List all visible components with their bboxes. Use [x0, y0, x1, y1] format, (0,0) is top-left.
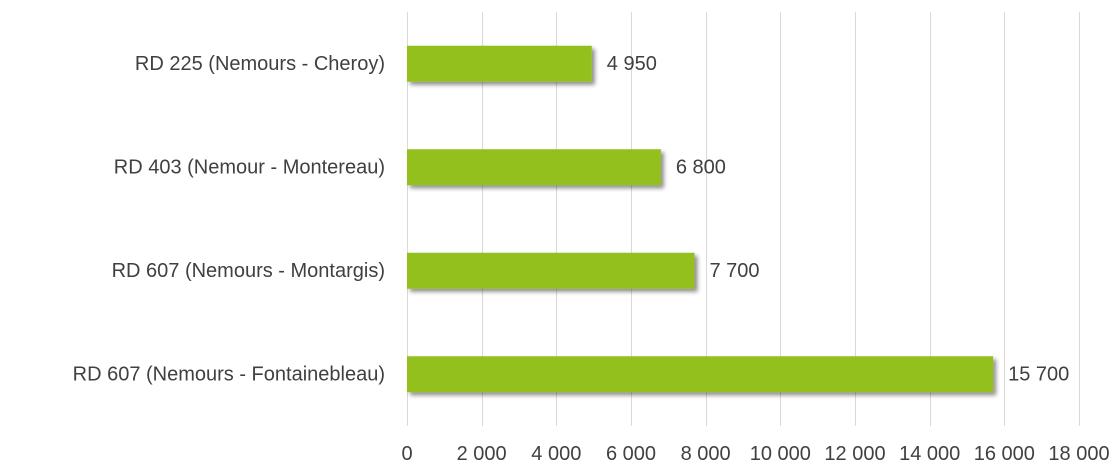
x-tick-label-2: 4 000 [531, 443, 581, 464]
x-tick-label-5: 10 000 [750, 443, 811, 464]
category-labels: RD 225 (Nemours - Cheroy) RD 403 (Nemour … [73, 53, 385, 386]
data-label-0: 4 950 [607, 53, 657, 75]
bar-2 [407, 252, 695, 289]
x-tick-label-0: 0 [401, 443, 412, 464]
category-label-0: RD 225 (Nemours - Cheroy) [135, 53, 385, 75]
x-tick-label-9: 18 000 [1048, 443, 1109, 464]
bar-1 [407, 149, 661, 186]
x-axis-tick-labels: 0 2 000 4 000 6 000 8 000 10 000 12 000 14 000 1… [401, 443, 1109, 465]
x-tick-label-3: 6 000 [606, 443, 656, 464]
category-label-1: RD 403 (Nemour - Montereau) [114, 156, 385, 178]
data-labels: 4 950 6 800 7 700 15 700 [607, 53, 1070, 386]
category-label-2: RD 607 (Nemours - Montargis) [112, 260, 385, 282]
x-tick-label-6: 12 000 [824, 443, 885, 464]
bar-3 [407, 356, 994, 393]
bars [407, 45, 994, 393]
data-label-1: 6 800 [676, 156, 726, 178]
x-tick-label-7: 14 000 [899, 443, 960, 464]
bar-0 [407, 45, 592, 82]
category-label-3: RD 607 (Nemours - Fontainebleau) [73, 363, 385, 385]
x-tick-label-1: 2 000 [457, 443, 507, 464]
data-label-3: 15 700 [1008, 363, 1069, 385]
data-label-2: 7 700 [709, 260, 759, 282]
x-tick-label-8: 16 000 [974, 443, 1035, 464]
x-tick-label-4: 8 000 [681, 443, 731, 464]
